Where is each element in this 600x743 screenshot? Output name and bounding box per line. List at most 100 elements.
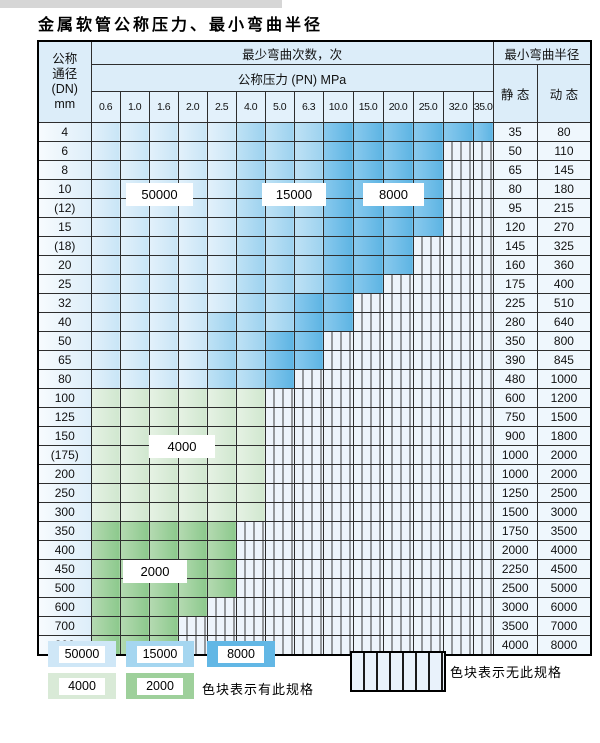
page-edge-strip <box>0 0 282 8</box>
spec-cell-h <box>412 388 444 408</box>
spec-cell-c2 <box>264 369 295 389</box>
spec-cell-c0 <box>90 141 121 161</box>
spec-cell-c1 <box>235 350 266 370</box>
dn-cell: 20 <box>37 255 92 275</box>
legend-swatch-label: 2000 <box>137 677 183 695</box>
spec-cell-h <box>293 426 324 446</box>
static-value: 1000 <box>492 445 538 465</box>
spec-cell-h <box>322 350 354 370</box>
spec-cell-h <box>382 464 414 484</box>
spec-cell-h <box>352 616 384 636</box>
pressure-tick: 2.5 <box>206 91 237 123</box>
spec-cell-h <box>235 521 266 541</box>
spec-cell-h <box>412 521 444 541</box>
spec-cell-h <box>322 388 354 408</box>
spec-cell-c2 <box>442 122 474 142</box>
spec-cell-c0 <box>177 312 208 332</box>
spec-cell-h <box>264 464 295 484</box>
spec-cell-h <box>264 502 295 522</box>
spec-cell-h <box>442 160 474 180</box>
static-value: 3500 <box>492 616 538 636</box>
spec-cell-g0 <box>90 502 121 522</box>
spec-cell-c0 <box>177 160 208 180</box>
spec-cell-h <box>293 616 324 636</box>
spec-cell-h <box>322 483 354 503</box>
spec-cell-c2 <box>382 122 414 142</box>
legend-swatch-label: 15000 <box>137 645 183 663</box>
table-row: 32 225 510 <box>37 293 592 313</box>
spec-cell-g0 <box>148 388 179 408</box>
spec-cell-c2 <box>382 217 414 237</box>
spec-cell-h <box>322 559 354 579</box>
spec-cell-h <box>206 597 237 617</box>
spec-cell-h <box>412 350 444 370</box>
dn-cell: 300 <box>37 502 92 522</box>
table-row: 600 3000 6000 <box>37 597 592 617</box>
spec-cell-h <box>412 426 444 446</box>
spec-cell-g0 <box>90 388 121 408</box>
spec-cell-h <box>442 198 474 218</box>
spec-cell-h <box>412 540 444 560</box>
spec-cell-c1 <box>293 141 324 161</box>
static-value: 3000 <box>492 597 538 617</box>
static-value: 900 <box>492 426 538 446</box>
spec-cell-c2 <box>322 122 354 142</box>
dn-cell: 125 <box>37 407 92 427</box>
spec-cell-g0 <box>206 388 237 408</box>
spec-cell-g0 <box>177 483 208 503</box>
spec-cell-h <box>442 312 474 332</box>
spec-cell-g0 <box>119 426 150 446</box>
spec-cell-g0 <box>90 483 121 503</box>
spec-cell-h <box>352 597 384 617</box>
spec-cell-c2 <box>322 217 354 237</box>
spec-cell-g1 <box>148 616 179 636</box>
spec-cell-c0 <box>206 122 237 142</box>
dn-cell: (18) <box>37 236 92 256</box>
spec-cell-g1 <box>119 540 150 560</box>
spec-cell-c0 <box>148 293 179 313</box>
spec-cell-h <box>235 616 266 636</box>
spec-cell-h <box>442 350 474 370</box>
spec-cell-h <box>322 407 354 427</box>
spec-cell-h <box>382 312 414 332</box>
spec-cell-g0 <box>148 483 179 503</box>
spec-cell-g1 <box>148 521 179 541</box>
spec-cell-h <box>442 426 474 446</box>
spec-cell-h <box>472 274 494 294</box>
spec-cell-h <box>322 502 354 522</box>
dn-cell: 32 <box>37 293 92 313</box>
header-pressure: 公称压力 (PN) MPa <box>90 64 494 92</box>
spec-cell-c1 <box>293 274 324 294</box>
dynamic-value: 845 <box>536 350 592 370</box>
spec-cell-c0 <box>90 350 121 370</box>
pressure-tick: 25.0 <box>412 91 444 123</box>
spec-cell-h <box>472 597 494 617</box>
spec-cell-h <box>472 540 494 560</box>
dn-cell: 10 <box>37 179 92 199</box>
dn-cell: 200 <box>37 464 92 484</box>
spec-cell-g1 <box>119 616 150 636</box>
spec-cell-h <box>442 483 474 503</box>
dynamic-value: 270 <box>536 217 592 237</box>
spec-cell-h <box>382 578 414 598</box>
header-radius: 最小弯曲半径 <box>492 40 592 65</box>
spec-cell-c0 <box>177 255 208 275</box>
spec-cell-h <box>442 597 474 617</box>
spec-cell-g0 <box>148 464 179 484</box>
spec-cell-c2 <box>264 331 295 351</box>
dynamic-value: 400 <box>536 274 592 294</box>
spec-cell-h <box>442 540 474 560</box>
spec-cell-g1 <box>90 578 121 598</box>
static-value: 280 <box>492 312 538 332</box>
spec-cell-h <box>293 388 324 408</box>
static-value: 480 <box>492 369 538 389</box>
dn-cell: 4 <box>37 122 92 142</box>
spec-cell-c0 <box>177 369 208 389</box>
spec-cell-c2 <box>322 236 354 256</box>
spec-cell-h <box>352 502 384 522</box>
spec-cell-h <box>352 445 384 465</box>
spec-cell-h <box>322 616 354 636</box>
spec-cell-h <box>472 635 494 656</box>
spec-cell-h <box>264 445 295 465</box>
spec-cell-c0 <box>119 369 150 389</box>
